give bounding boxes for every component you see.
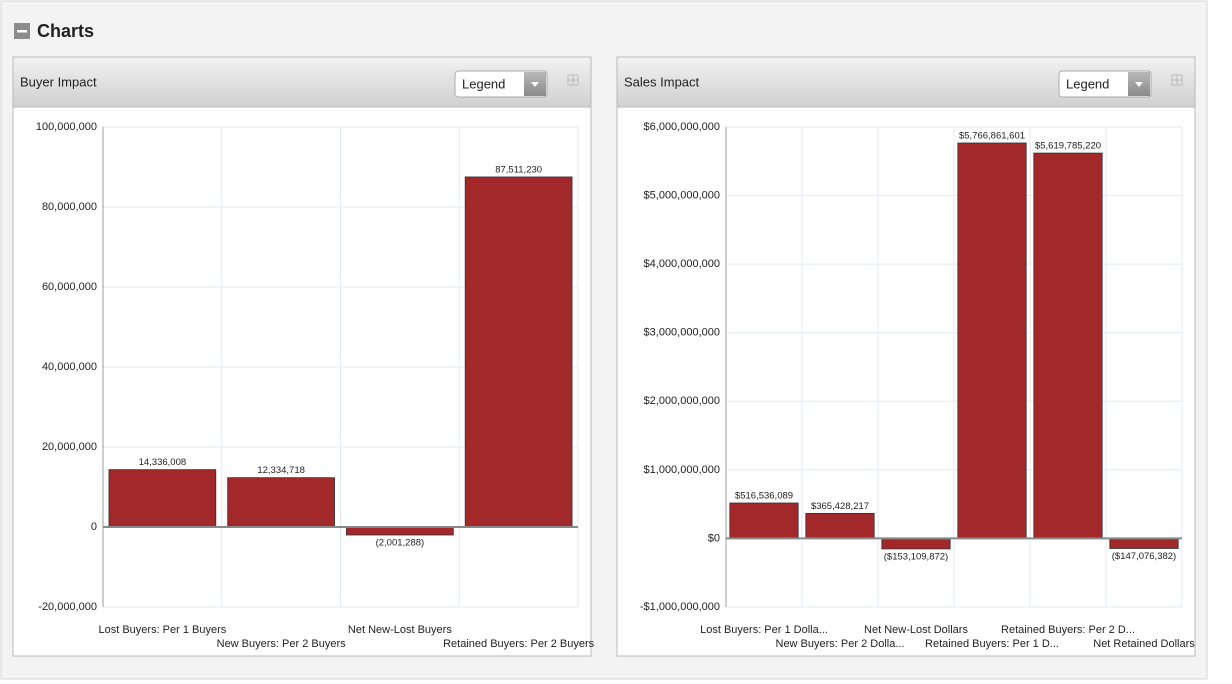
value-label: $5,619,785,220 <box>1035 141 1101 152</box>
value-label: 12,334,718 <box>257 465 305 476</box>
collapse-button[interactable] <box>14 23 30 39</box>
bar <box>1109 538 1179 549</box>
y-tick-label: -$1,000,000,000 <box>640 601 720 613</box>
x-tick-label: Retained Buyers: Per 2 D... <box>1001 624 1135 636</box>
y-tick-label: 60,000,000 <box>42 281 97 293</box>
legend-dropdown-label[interactable]: Legend <box>462 76 505 91</box>
y-tick-label: -20,000,000 <box>38 601 97 613</box>
y-tick-label: $1,000,000,000 <box>644 464 720 476</box>
x-tick-label: Net New-Lost Dollars <box>864 624 968 636</box>
panel <box>616 56 1196 657</box>
bar <box>1033 152 1103 539</box>
y-tick-label: 40,000,000 <box>42 361 97 373</box>
panel-title: Buyer Impact <box>20 74 97 89</box>
value-label: ($147,076,382) <box>1112 551 1176 562</box>
value-label: $516,536,089 <box>735 491 793 502</box>
bar <box>108 469 217 528</box>
bar <box>957 142 1027 539</box>
value-label: ($153,109,872) <box>884 551 948 562</box>
panel-title: Sales Impact <box>624 74 700 89</box>
y-tick-label: 100,000,000 <box>36 121 97 133</box>
value-label: $5,766,861,601 <box>959 131 1025 142</box>
y-tick-label: $4,000,000,000 <box>644 258 720 270</box>
x-tick-label: Net Retained Dollars <box>1093 638 1195 650</box>
dropdown-arrow[interactable] <box>1135 82 1143 87</box>
expand-icon[interactable] <box>567 74 579 86</box>
bar <box>464 176 573 528</box>
section-title: Charts <box>37 21 94 41</box>
dropdown-arrow[interactable] <box>531 82 539 87</box>
value-label: 87,511,230 <box>495 164 542 175</box>
y-tick-label: 20,000,000 <box>42 441 97 453</box>
bar <box>227 477 335 528</box>
bar <box>805 512 875 539</box>
value-label: 14,336,008 <box>139 457 187 468</box>
bar <box>346 526 454 536</box>
y-tick-label: 80,000,000 <box>42 201 97 213</box>
x-tick-label: Net New-Lost Buyers <box>348 624 452 636</box>
y-tick-label: 0 <box>91 521 97 533</box>
expand-icon[interactable] <box>1171 74 1183 86</box>
x-tick-label: Lost Buyers: Per 1 Dolla... <box>700 624 828 636</box>
y-tick-label: $0 <box>708 532 720 544</box>
value-label: (2,001,288) <box>376 538 425 549</box>
bar <box>881 538 951 550</box>
value-label: $365,428,217 <box>811 501 869 512</box>
y-tick-label: $5,000,000,000 <box>644 189 720 201</box>
x-tick-label: Retained Buyers: Per 1 D... <box>925 638 1059 650</box>
bar <box>729 502 799 539</box>
x-tick-label: New Buyers: Per 2 Buyers <box>217 638 346 650</box>
x-tick-label: Retained Buyers: Per 2 Buyers <box>443 638 595 650</box>
y-tick-label: $2,000,000,000 <box>644 395 720 407</box>
legend-dropdown-label[interactable]: Legend <box>1066 76 1109 91</box>
y-tick-label: $6,000,000,000 <box>644 121 720 133</box>
y-tick-label: $3,000,000,000 <box>644 327 720 339</box>
x-tick-label: New Buyers: Per 2 Dolla... <box>776 638 905 650</box>
x-tick-label: Lost Buyers: Per 1 Buyers <box>98 624 226 636</box>
